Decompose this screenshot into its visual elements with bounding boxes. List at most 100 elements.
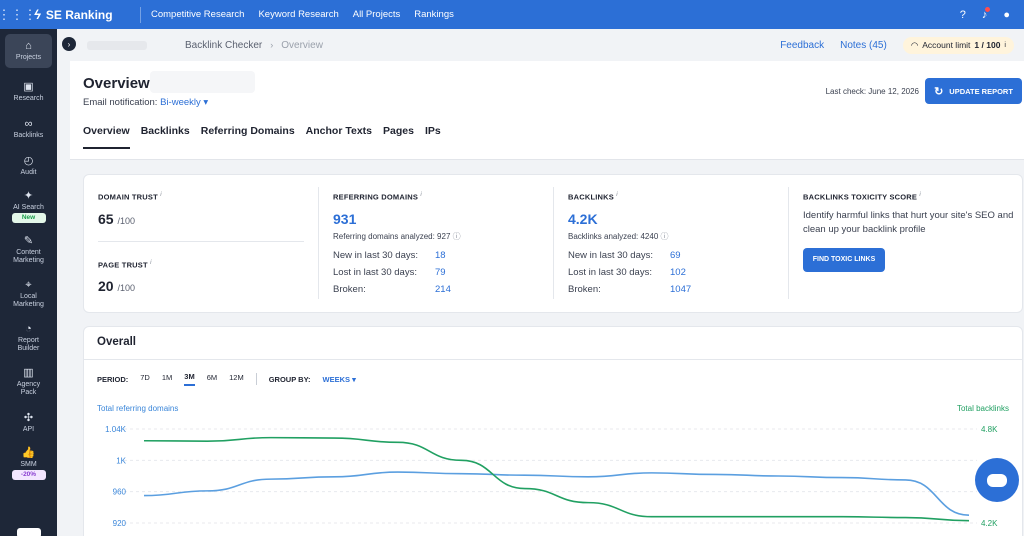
nav-keyword-research[interactable]: Keyword Research	[258, 9, 339, 20]
sidebar-item-label: Agency Pack	[16, 381, 41, 396]
nav-all-projects[interactable]: All Projects	[352, 9, 401, 20]
sidebar-item-local-marketing[interactable]: ⌖ Local Marketing	[0, 272, 57, 316]
user-icon[interactable]: ●	[1003, 8, 1010, 21]
api-icon: ✣	[23, 411, 34, 424]
feedback-link[interactable]: Feedback	[780, 39, 825, 51]
sidebar-item-label: Report Builder	[17, 337, 40, 352]
period-6m[interactable]: 6M	[206, 373, 218, 382]
backlinks-broken-value[interactable]: 1047	[670, 283, 692, 295]
backlinks-new-value[interactable]: 69	[670, 249, 681, 261]
notes-link[interactable]: Notes (45)	[840, 39, 887, 51]
backlinks-label: BACKLINKS i	[568, 191, 618, 202]
referring-domains-line[interactable]	[143, 471, 970, 516]
period-12m[interactable]: 12M	[229, 373, 244, 382]
sidebar-item-agency-pack[interactable]: ▥ Agency Pack	[0, 360, 57, 404]
account-limit-badge[interactable]: ◠ Account limit 1 / 100 i	[902, 36, 1014, 54]
left-axis-tick: 1.04K	[105, 425, 127, 434]
logo-mark-icon: ϟ	[34, 7, 41, 22]
help-circle-icon: ⓘ	[660, 231, 669, 241]
breadcrumb-chevron-icon: ›	[270, 40, 274, 50]
sidebar-collapse-chevron-icon[interactable]: ›	[62, 37, 76, 51]
referring-broken-value[interactable]: 214	[435, 283, 451, 295]
sparkle-icon: ✦	[23, 189, 34, 202]
left-axis-tick: 960	[113, 488, 127, 497]
sidebar-item-label: Local Marketing	[13, 293, 44, 308]
building-icon: ▥	[23, 367, 34, 379]
nav-competitive-research[interactable]: Competitive Research	[151, 9, 245, 20]
right-axis-title: Total backlinks	[956, 404, 1009, 413]
apps-grid-icon[interactable]: ⋮⋮⋮	[0, 6, 37, 22]
tabs: Overview Backlinks Referring Domains Anc…	[83, 125, 441, 149]
audit-icon: ◴	[23, 154, 34, 167]
sidebar-bottom-tag[interactable]	[17, 528, 41, 536]
period-7d[interactable]: 7D	[140, 373, 150, 382]
period-3m[interactable]: 3M	[184, 372, 195, 386]
discount-badge: -20%	[11, 469, 46, 480]
toxicity-label: BACKLINKS TOXICITY SCORE i	[803, 191, 922, 202]
brand-logo[interactable]: ϟ SE Ranking	[34, 7, 130, 22]
chat-button[interactable]	[975, 458, 1019, 502]
find-toxic-links-button[interactable]: FIND TOXIC LINKS	[803, 247, 885, 272]
sidebar-item-smm[interactable]: 👍 SMM -20%	[0, 441, 57, 485]
email-notification-value: Bi-weekly	[160, 97, 201, 108]
tab-pages[interactable]: Pages	[383, 125, 414, 137]
tab-referring-domains[interactable]: Referring Domains	[200, 125, 295, 137]
tab-backlinks[interactable]: Backlinks	[140, 125, 190, 137]
overall-card: Overall PERIOD: 7D 1M 3M 6M 12M GROUP BY…	[83, 326, 1023, 536]
period-1m[interactable]: 1M	[161, 373, 173, 382]
info-icon: i	[616, 191, 618, 198]
backlinks-value[interactable]: 4.2K	[568, 210, 598, 227]
trust-divider	[98, 241, 304, 242]
overall-title: Overall	[97, 336, 136, 348]
topbar-right: ? ♪ ●	[960, 0, 1010, 29]
gauge-icon: ◠	[910, 39, 919, 50]
help-icon[interactable]: ?	[959, 8, 966, 21]
last-check: Last check: June 12, 2026	[825, 87, 919, 96]
research-icon: ▣	[23, 80, 34, 93]
left-axis-tick: 1K	[116, 456, 126, 465]
domain-trust-label: DOMAIN TRUST i	[98, 191, 162, 202]
email-notification-label: Email notification:	[83, 97, 158, 108]
bell-icon[interactable]: ♪	[981, 6, 990, 21]
caret-down-icon: ▾	[203, 97, 209, 108]
update-report-button[interactable]: ↻ UPDATE REPORT	[925, 78, 1022, 104]
page-header: Overview Email notification: Bi-weekly ▾…	[70, 61, 1024, 160]
column-divider	[553, 187, 554, 299]
backlinks-new-row: New in last 30 days: 69	[568, 249, 681, 261]
sidebar-item-api[interactable]: ✣ API	[0, 404, 57, 441]
help-circle-icon: ⓘ	[452, 231, 461, 241]
backlinks-column: BACKLINKS i 4.2K Backlinks analyzed: 424…	[568, 175, 788, 314]
tab-overview[interactable]: Overview	[83, 125, 130, 149]
domain-trust-value: 65 /100	[98, 210, 135, 227]
group-by-dropdown[interactable]: WEEKS ▾	[322, 374, 356, 384]
sidebar-item-projects[interactable]: ⌂ Projects	[5, 34, 52, 68]
sidebar-item-content-marketing[interactable]: ✎ Content Marketing	[0, 228, 57, 272]
sidebar-item-label: Audit	[20, 168, 37, 176]
backlinks-line[interactable]	[143, 436, 970, 522]
sidebar-item-research[interactable]: ▣ Research	[0, 73, 57, 110]
backlinks-lost-value[interactable]: 102	[670, 266, 686, 278]
thumb-icon: 👍	[21, 446, 36, 459]
new-badge: New	[11, 212, 46, 223]
stats-card: DOMAIN TRUST i 65 /100 PAGE TRUST i 20 /…	[83, 174, 1023, 313]
referring-lost-row: Lost in last 30 days: 79	[333, 266, 446, 278]
sidebar-item-audit[interactable]: ◴ Audit	[0, 147, 57, 184]
sidebar-item-backlinks[interactable]: ∞ Backlinks	[0, 110, 57, 147]
sub-header: Backlink Checker › Overview Feedback Not…	[57, 29, 1024, 61]
sidebar-item-label: AI Search	[13, 203, 44, 211]
sidebar-item-ai-search[interactable]: ✦ AI Search New	[0, 184, 57, 228]
tab-ips[interactable]: IPs	[424, 125, 441, 137]
info-icon: i	[150, 258, 152, 266]
toxicity-column: BACKLINKS TOXICITY SCORE i Identify harm…	[803, 175, 1018, 314]
breadcrumb-backlink-checker[interactable]: Backlink Checker	[185, 39, 263, 51]
email-notification-dropdown[interactable]: Bi-weekly ▾	[160, 97, 208, 108]
edit-icon: ✎	[23, 235, 34, 247]
tab-anchor-texts[interactable]: Anchor Texts	[305, 125, 372, 137]
referring-new-value[interactable]: 18	[435, 249, 446, 261]
pin-icon: ⌖	[25, 279, 32, 291]
nav-rankings[interactable]: Rankings	[414, 9, 454, 20]
referring-lost-value[interactable]: 79	[435, 266, 446, 278]
referring-domains-value[interactable]: 931	[333, 210, 357, 227]
sidebar-item-report-builder[interactable]: ◔ Report Builder	[0, 316, 57, 360]
